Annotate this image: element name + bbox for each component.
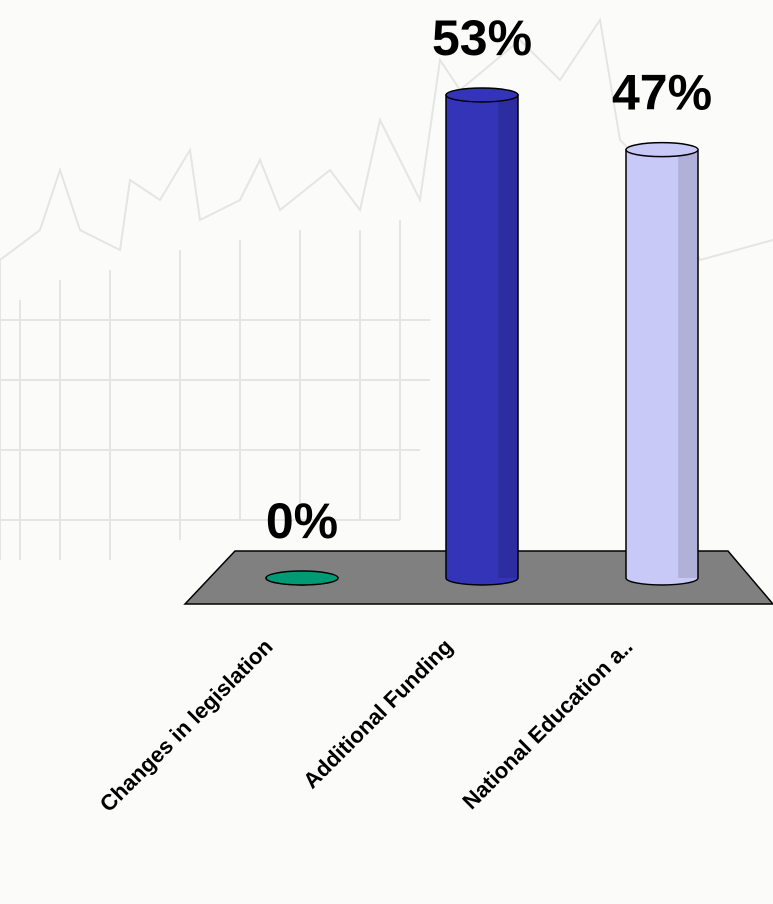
cylinder-body	[445, 94, 519, 586]
cylinder-shade	[678, 149, 698, 578]
background-sketch	[0, 17, 773, 560]
value-label: 47%	[612, 65, 712, 121]
cylinder-top	[445, 87, 519, 103]
value-label: 53%	[432, 10, 532, 66]
cylinder-top	[265, 570, 339, 586]
cylinder-top	[625, 141, 699, 158]
value-label: 0%	[266, 493, 338, 549]
cylinder-shade	[498, 95, 518, 578]
cylinder-body	[625, 148, 699, 586]
